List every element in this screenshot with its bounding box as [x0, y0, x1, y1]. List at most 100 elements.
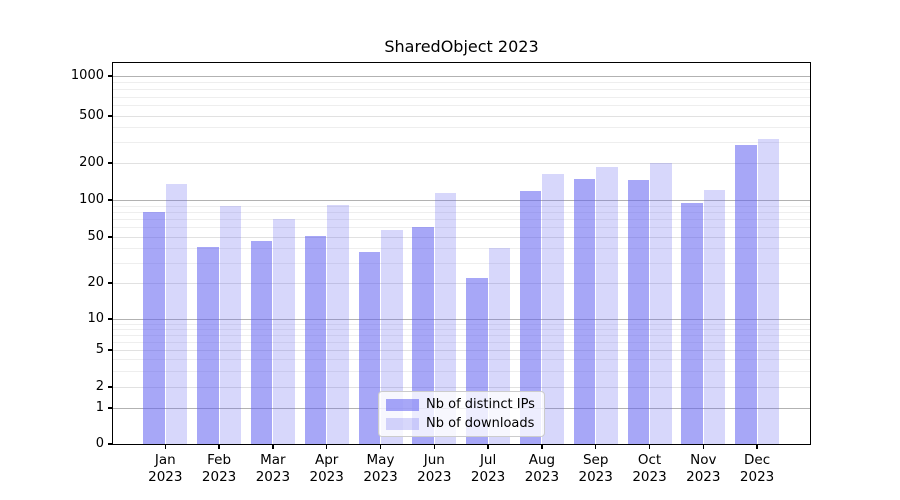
x-tick-label-may-2023: May 2023	[363, 452, 398, 485]
gridline-900	[113, 82, 810, 84]
bar-distinct-ips-oct-2023	[627, 179, 649, 444]
x-tick-mark	[594, 444, 597, 449]
bar-downloads-jan-2023	[165, 183, 188, 444]
y-tick-mark	[108, 349, 113, 351]
x-tick-mark	[379, 444, 382, 449]
x-tick-mark	[487, 444, 489, 449]
x-tick-mark	[433, 444, 436, 449]
bar-downloads-feb-2023	[219, 205, 242, 444]
x-tick-label-jan-2023: Jan 2023	[148, 452, 183, 485]
y-tick-mark	[108, 236, 113, 238]
x-tick-label-feb-2023: Feb 2023	[201, 452, 237, 485]
y-tick-mark	[108, 443, 113, 445]
y-tick-label-5: 5	[95, 342, 104, 357]
bar-distinct-ips-jun-2023	[412, 227, 434, 444]
gridline-9	[113, 323, 810, 325]
gridline-3	[113, 370, 810, 372]
y-tick-label-500: 500	[79, 108, 104, 123]
y-tick-mark	[108, 115, 113, 117]
grid-layer	[113, 63, 810, 444]
gridline-4	[113, 359, 810, 360]
bar-distinct-ips-aug-2023	[519, 191, 542, 444]
gridline-80	[113, 211, 810, 213]
y-tick-label-10: 10	[87, 311, 104, 326]
gridline-50	[113, 237, 810, 238]
bar-downloads-may-2023	[381, 230, 403, 444]
x-tick-label-apr-2023: Apr 2023	[309, 452, 344, 485]
gridline-6	[113, 341, 810, 343]
legend-label-downloads: Nb of downloads	[426, 416, 535, 431]
y-tick-label-100: 100	[79, 192, 104, 207]
gridline-700	[113, 96, 810, 98]
legend: Nb of distinct IPs Nb of downloads	[378, 391, 545, 437]
bar-downloads-jun-2023	[434, 193, 457, 444]
bar-distinct-ips-feb-2023	[197, 246, 219, 444]
gridline-70	[113, 219, 810, 221]
legend-item-distinct-ips: Nb of distinct IPs	[386, 397, 537, 412]
gridline-10	[113, 319, 810, 320]
y-tick-label-0: 0	[95, 436, 104, 451]
x-tick-mark	[164, 444, 167, 449]
x-tick-label-nov-2023: Nov 2023	[686, 452, 721, 485]
y-tick-label-20: 20	[87, 275, 104, 290]
bar-distinct-ips-mar-2023	[250, 241, 273, 444]
x-tick-label-mar-2023: Mar 2023	[255, 452, 291, 485]
gridline-7	[113, 334, 810, 336]
gridline-5	[113, 350, 810, 351]
x-tick-mark	[218, 444, 220, 449]
x-tick-label-sep-2023: Sep 2023	[578, 452, 613, 485]
y-tick-label-1: 1	[95, 400, 104, 415]
gridline-800	[113, 88, 810, 90]
gridline-8	[113, 328, 810, 330]
bar-downloads-sep-2023	[596, 167, 618, 444]
x-tick-mark	[702, 444, 705, 449]
y-tick-mark	[108, 407, 113, 409]
y-tick-mark	[108, 162, 113, 164]
y-tick-label-2: 2	[95, 379, 104, 394]
y-tick-label-1000: 1000	[70, 68, 104, 83]
plot-area: Nb of distinct IPs Nb of downloads	[113, 63, 810, 444]
chart-title: SharedObject 2023	[384, 37, 539, 56]
y-tick-label-200: 200	[79, 155, 104, 170]
gridline-400	[113, 127, 810, 129]
bar-downloads-aug-2023	[542, 173, 564, 444]
y-tick-mark	[108, 282, 113, 284]
legend-label-distinct-ips: Nb of distinct IPs	[426, 397, 535, 412]
x-tick-label-jul-2023: Jul 2023	[470, 452, 506, 485]
bar-distinct-ips-apr-2023	[304, 235, 327, 444]
legend-swatch-distinct-ips-icon	[386, 398, 419, 411]
bar-distinct-ips-jan-2023	[143, 211, 165, 444]
gridline-20	[113, 283, 810, 284]
x-tick-mark	[272, 444, 274, 449]
bar-distinct-ips-may-2023	[358, 252, 380, 444]
bar-distinct-ips-sep-2023	[573, 178, 596, 444]
gridline-200	[113, 163, 810, 164]
bar-distinct-ips-dec-2023	[735, 145, 757, 444]
y-tick-label-50: 50	[87, 229, 104, 244]
bar-downloads-nov-2023	[703, 189, 726, 444]
x-tick-mark	[325, 444, 328, 449]
gridline-2	[113, 387, 810, 388]
x-tick-label-dec-2023: Dec 2023	[739, 452, 775, 485]
gridline-100	[113, 200, 810, 201]
bar-downloads-mar-2023	[273, 219, 295, 444]
x-tick-label-jun-2023: Jun 2023	[417, 452, 452, 485]
x-tick-mark	[648, 444, 651, 449]
gridline-600	[113, 105, 810, 107]
bar-downloads-apr-2023	[327, 205, 349, 444]
y-tick-mark	[108, 318, 113, 320]
gridline-40	[113, 248, 810, 250]
legend-swatch-downloads-icon	[386, 417, 419, 430]
bar-layer	[113, 63, 810, 444]
x-tick-mark	[756, 444, 758, 449]
y-tick-mark	[108, 75, 113, 77]
y-tick-mark	[108, 386, 113, 388]
gridline-1000	[113, 76, 810, 77]
bar-downloads-dec-2023	[757, 139, 780, 444]
legend-item-downloads: Nb of downloads	[386, 416, 537, 431]
x-tick-label-oct-2023: Oct 2023	[632, 452, 667, 485]
x-tick-label-aug-2023: Aug 2023	[524, 452, 560, 485]
gridline-90	[113, 205, 810, 207]
gridline-300	[113, 142, 810, 144]
